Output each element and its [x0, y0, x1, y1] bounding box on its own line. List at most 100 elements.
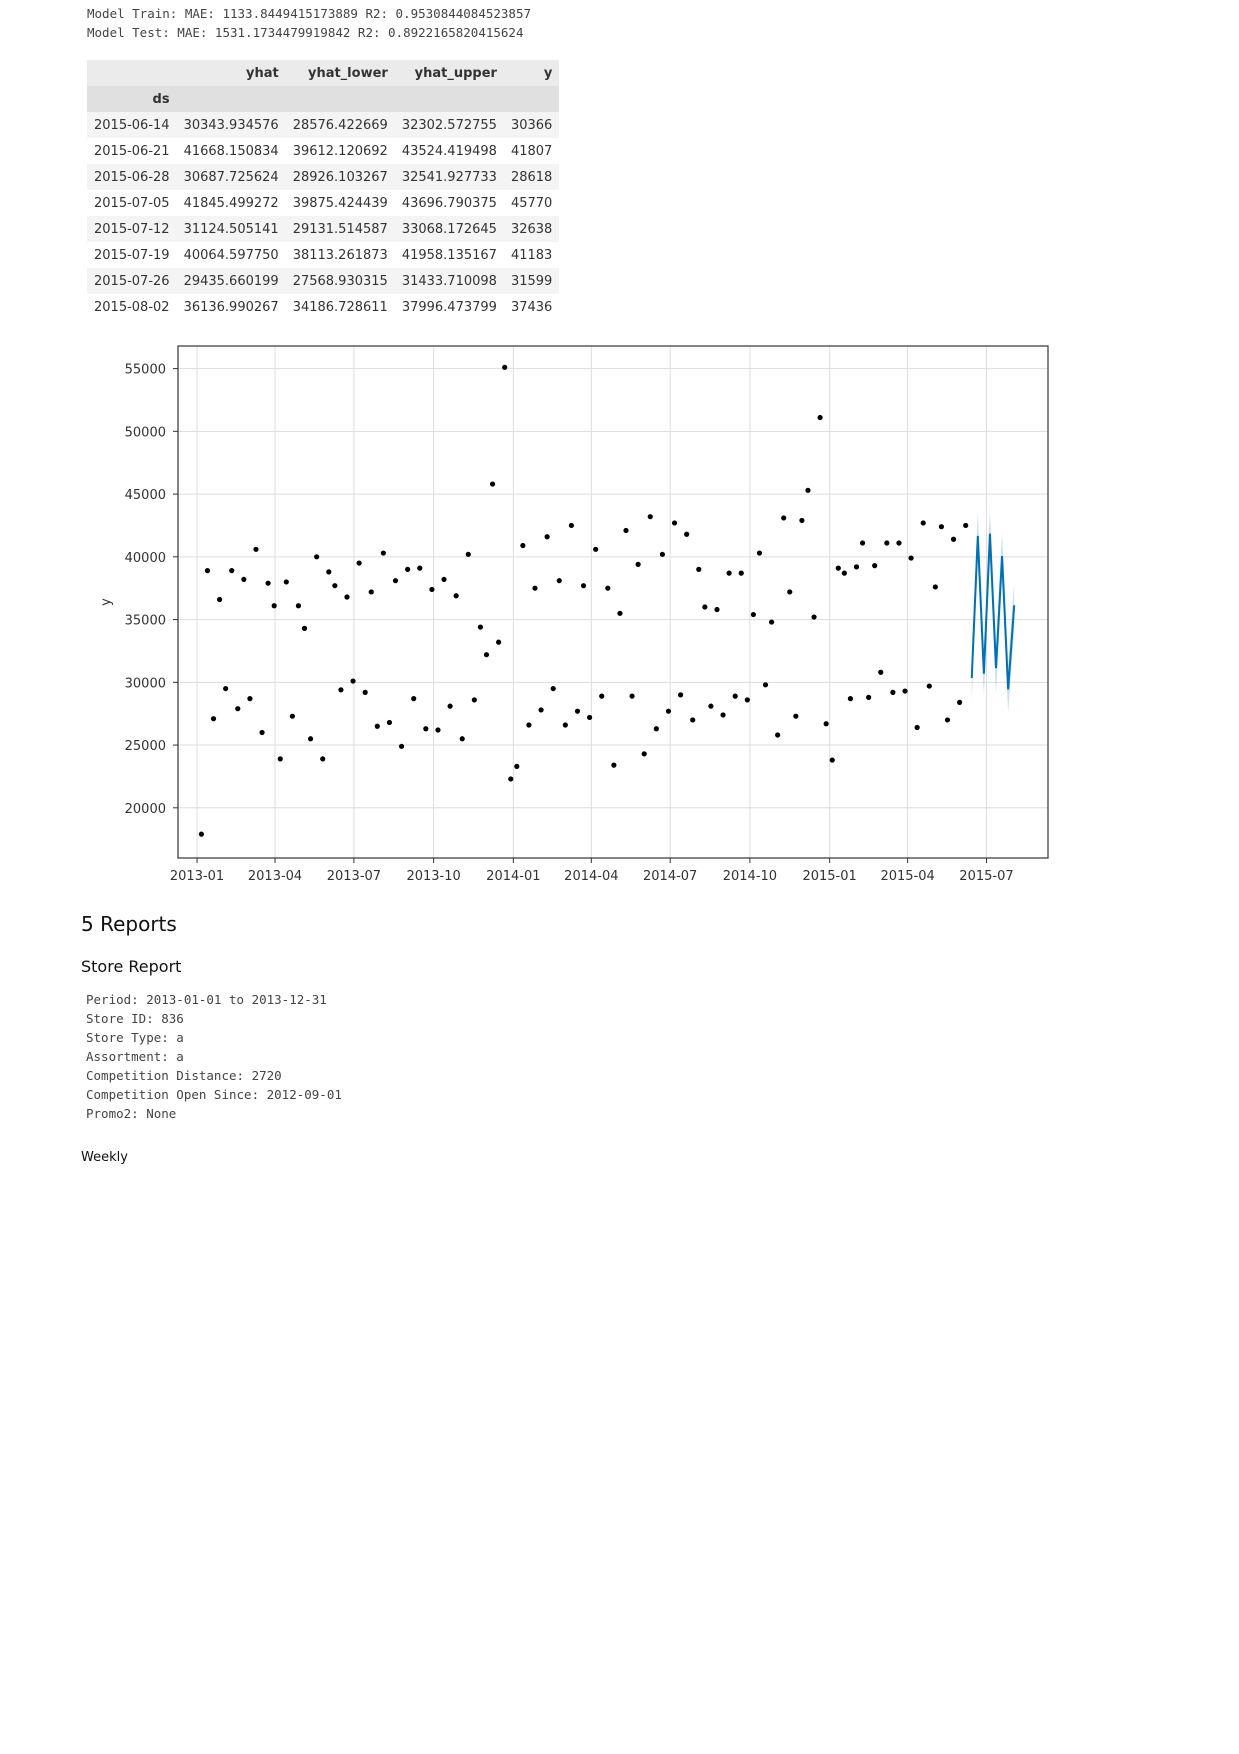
data-point: [544, 534, 550, 540]
x-tick-label: 2013-04: [248, 869, 302, 884]
data-point: [587, 714, 593, 721]
store-info-line: Period: 2013-01-01 to 2013-12-31: [86, 992, 327, 1007]
index-row-empty-cell: [394, 86, 504, 112]
data-point: [805, 487, 811, 493]
data-point: [271, 603, 277, 609]
cell-yhat-lower: 29131.514587: [285, 216, 395, 242]
forecast-chart: 2013-01 2013-04 2013-07 2013-10 2014-01 2014-…: [99, 345, 1049, 884]
data-point: [332, 583, 338, 589]
data-point: [647, 514, 653, 520]
store-info-line: Store Type: a: [86, 1030, 184, 1045]
data-point: [550, 685, 556, 692]
data-point: [380, 550, 386, 556]
data-point: [314, 554, 320, 560]
data-point: [350, 678, 356, 684]
data-point: [568, 522, 575, 529]
data-point: [702, 604, 708, 610]
data-point: [301, 625, 308, 631]
data-point: [793, 713, 799, 719]
data-point: [356, 560, 362, 566]
data-point: [489, 481, 496, 487]
cell-y: 37436: [503, 294, 560, 320]
data-point: [259, 729, 265, 736]
store-info-line: Competition Distance: 2720: [86, 1068, 282, 1083]
data-point: [247, 696, 253, 702]
y-tick-label: 25000: [125, 739, 166, 754]
cell-y: 45770: [503, 190, 560, 216]
data-point: [593, 546, 599, 552]
data-point: [289, 713, 295, 719]
cell-yhat-upper: 37996.473799: [394, 294, 504, 320]
data-point: [277, 756, 283, 762]
cell-yhat: 29435.660199: [176, 268, 286, 294]
y-tick-label: 45000: [125, 488, 166, 503]
reports-heading: 5 Reports: [81, 912, 177, 936]
data-point: [623, 527, 629, 534]
cell-yhat-lower: 27568.930315: [285, 268, 395, 294]
data-point: [914, 724, 920, 731]
data-point: [514, 763, 520, 769]
cell-yhat: 31124.505141: [176, 216, 286, 242]
weekly-section-label: Weekly: [81, 1150, 128, 1165]
data-point: [374, 723, 380, 729]
data-point: [823, 721, 829, 727]
data-point: [617, 610, 623, 616]
data-point: [295, 603, 302, 609]
data-point: [859, 540, 866, 546]
data-point: [957, 699, 963, 705]
x-tick-label: 2013-10: [406, 869, 460, 884]
forecast-line-layer: [970, 533, 1016, 690]
cell-y: 31599: [503, 268, 560, 294]
cell-yhat-lower: 28576.422669: [285, 112, 395, 138]
data-point: [756, 550, 763, 556]
chart-grid: [178, 346, 1048, 858]
row-index-ds: 2015-08-02: [87, 294, 177, 320]
data-point: [235, 706, 241, 712]
data-point: [229, 568, 235, 574]
data-point: [283, 579, 289, 585]
data-point: [775, 732, 781, 738]
data-point: [629, 693, 635, 699]
data-point: [781, 515, 787, 521]
cell-yhat-upper: 32541.927733: [394, 164, 504, 190]
cell-y: 28618: [503, 164, 560, 190]
data-point: [253, 546, 259, 552]
forecast-line: [970, 533, 1016, 690]
data-point: [744, 697, 750, 703]
model-metrics-output: Model Train: MAE: 1133.8449415173889 R2:…: [87, 4, 531, 42]
data-point: [538, 707, 544, 713]
store-info-line: Promo2: None: [86, 1106, 177, 1121]
data-point: [574, 708, 581, 714]
plot-frame: [177, 345, 1049, 859]
table-row: 2015-07-19 40064.597750 38113.261873 41958.…: [87, 242, 560, 268]
table-row: 2015-07-26 29435.660199 27568.930315 31433.…: [87, 268, 560, 294]
index-name-cell: ds: [87, 86, 177, 112]
data-point: [496, 639, 502, 645]
data-point: [599, 693, 605, 699]
cell-yhat-upper: 31433.710098: [394, 268, 504, 294]
data-point: [878, 669, 884, 675]
data-point: [526, 722, 532, 728]
data-point: [344, 594, 350, 600]
data-point: [926, 683, 932, 689]
cell-yhat: 36136.990267: [176, 294, 286, 320]
store-info-line: Store ID: 836: [86, 1011, 184, 1026]
data-point: [447, 703, 453, 709]
x-axis-ticks: 2013-01 2013-04 2013-07 2013-10 2014-01 2014-…: [170, 858, 1014, 884]
data-point: [847, 696, 854, 702]
data-point: [677, 692, 684, 698]
column-header-yhat-lower: yhat_lower: [285, 60, 395, 86]
x-tick-label: 2013-01: [170, 869, 224, 884]
data-point: [902, 688, 908, 694]
cell-yhat-lower: 28926.103267: [285, 164, 395, 190]
x-tick-label: 2014-01: [486, 869, 540, 884]
data-point: [866, 694, 872, 700]
table-corner-cell: [87, 60, 177, 86]
test-metrics-line: Model Test: MAE: 1531.1734479919842 R2: …: [87, 25, 524, 40]
data-point: [465, 551, 471, 557]
y-tick-label: 30000: [125, 676, 166, 691]
cell-y: 30366: [503, 112, 560, 138]
index-row-empty-cell: [503, 86, 560, 112]
table-index-name-row: ds: [87, 86, 560, 112]
y-tick-label: 55000: [125, 363, 166, 378]
